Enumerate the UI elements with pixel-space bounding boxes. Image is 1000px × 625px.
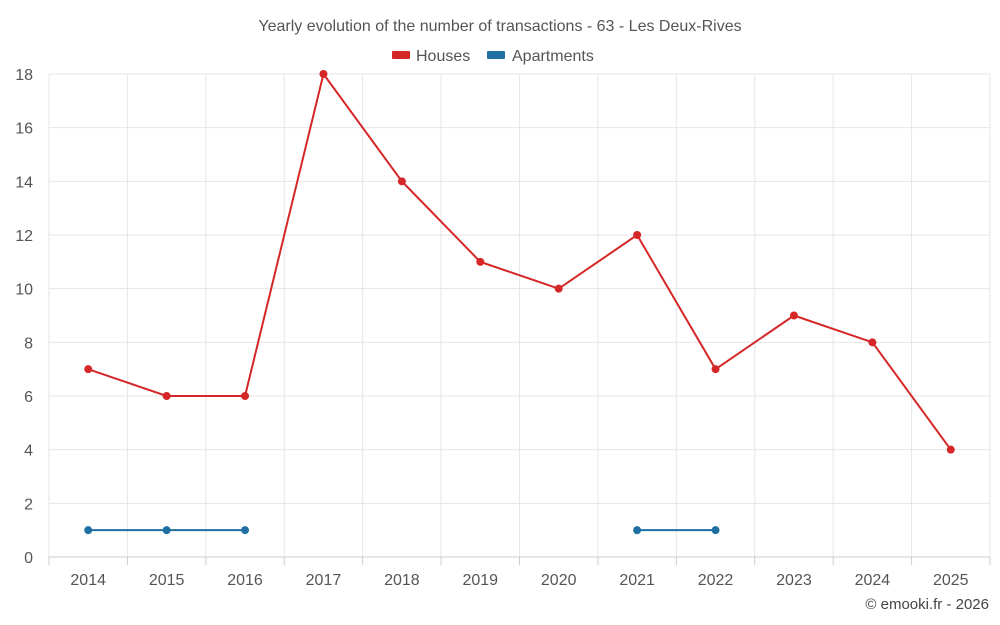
legend-item-apartments[interactable]: Apartments (487, 48, 594, 65)
data-point-houses-2025[interactable] (946, 445, 955, 454)
legend-label-houses: Houses (416, 48, 470, 65)
y-tick-label: 12 (15, 228, 33, 245)
x-tick-label: 2017 (306, 572, 342, 589)
legend-swatch-apartments (487, 51, 505, 59)
y-tick-label: 10 (15, 282, 33, 299)
chart-title: Yearly evolution of the number of transa… (258, 18, 741, 35)
y-tick-label: 6 (24, 389, 33, 406)
x-tick-label: 2023 (776, 572, 812, 589)
data-point-houses-2016[interactable] (241, 392, 250, 400)
data-point-apartments-2014[interactable] (84, 526, 93, 535)
y-tick-label: 0 (24, 550, 33, 567)
x-tick-label: 2015 (149, 572, 185, 589)
data-point-houses-2024[interactable] (868, 338, 877, 347)
series (84, 70, 955, 535)
data-point-houses-2022[interactable] (711, 365, 720, 374)
data-point-apartments-2022[interactable] (711, 526, 720, 535)
legend-item-houses[interactable]: Houses (392, 48, 470, 65)
data-point-houses-2017[interactable] (319, 70, 328, 78)
data-point-apartments-2015[interactable] (162, 526, 171, 535)
data-point-houses-2020[interactable] (554, 284, 563, 293)
legend: Houses Apartments (392, 48, 594, 65)
legend-label-apartments: Apartments (512, 48, 594, 65)
data-point-houses-2021[interactable] (633, 231, 642, 239)
x-tick-label: 2016 (227, 572, 263, 589)
x-tick-label: 2024 (855, 572, 891, 589)
data-point-apartments-2021[interactable] (633, 526, 642, 535)
data-point-houses-2014[interactable] (84, 365, 93, 374)
data-point-apartments-2016[interactable] (241, 526, 250, 535)
x-tick-label: 2025 (933, 572, 969, 589)
axes: 0 2 4 6 8 10 12 14 16 18 2014 2015 2016 2017 2018 2019 2… (15, 67, 991, 589)
legend-swatch-houses (392, 51, 410, 59)
y-tick-label: 14 (15, 174, 33, 191)
y-tick-label: 18 (15, 67, 33, 84)
data-point-houses-2018[interactable] (397, 177, 406, 186)
data-point-houses-2023[interactable] (789, 311, 798, 320)
x-tick-label: 2020 (541, 572, 577, 589)
x-tick-label: 2018 (384, 572, 420, 589)
y-tick-label: 2 (24, 496, 33, 513)
series-line-houses (87, 71, 952, 451)
x-tick-label: 2022 (698, 572, 734, 589)
y-tick-label: 4 (24, 443, 33, 460)
grid (48, 73, 991, 557)
y-tick-label: 16 (15, 121, 33, 138)
data-point-houses-2015[interactable] (162, 392, 171, 400)
y-tick-label: 8 (24, 335, 33, 352)
x-tick-label: 2014 (70, 572, 106, 589)
x-tick-label: 2021 (619, 572, 655, 589)
x-tick-label: 2019 (462, 572, 498, 589)
data-point-houses-2019[interactable] (476, 257, 485, 266)
credit-text: © emooki.fr - 2026 (865, 596, 989, 613)
